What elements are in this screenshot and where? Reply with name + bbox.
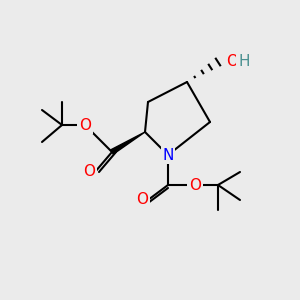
Text: H: H bbox=[238, 55, 250, 70]
Text: O: O bbox=[189, 178, 201, 193]
Text: O: O bbox=[226, 55, 238, 70]
Polygon shape bbox=[111, 132, 145, 154]
Text: N: N bbox=[162, 148, 174, 163]
Text: O: O bbox=[136, 193, 148, 208]
Text: O: O bbox=[79, 118, 91, 133]
Text: N: N bbox=[162, 148, 174, 163]
Text: O: O bbox=[83, 164, 95, 179]
